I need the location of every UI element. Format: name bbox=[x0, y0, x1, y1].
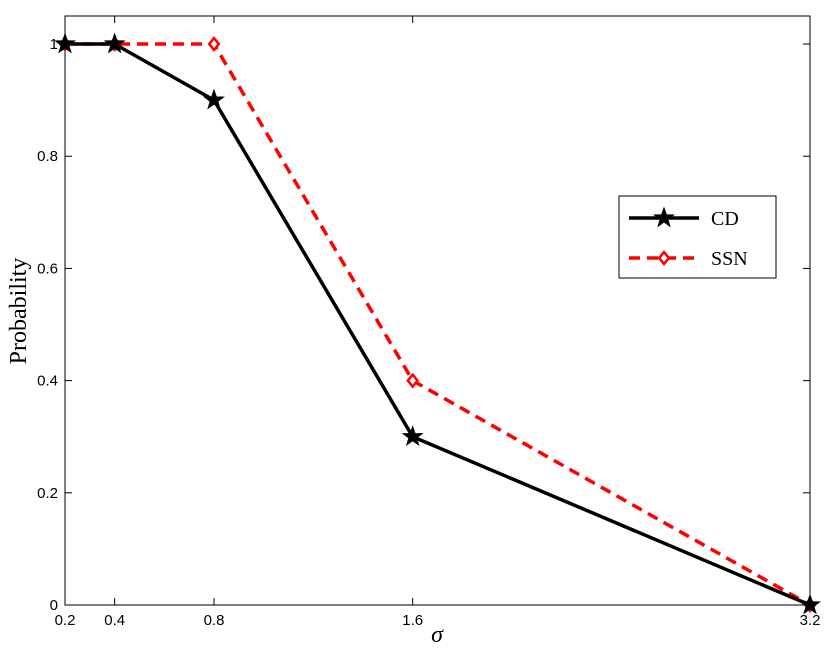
y-tick-label: 0.4 bbox=[37, 373, 58, 390]
point-ssn bbox=[406, 372, 420, 389]
axis-ticks: 0.2 0.4 0.8 1.6 3.200.20.40.60.81 bbox=[37, 16, 820, 629]
y-axis-label: Probability bbox=[6, 258, 32, 365]
x-tick-label: 0.8 bbox=[204, 612, 225, 629]
x-tick-label: 0.4 bbox=[104, 612, 125, 629]
legend-label-cd: CD bbox=[711, 208, 739, 230]
y-tick-label: 0.2 bbox=[37, 485, 58, 502]
point-cd bbox=[799, 593, 821, 615]
legend-marker-cd bbox=[653, 206, 675, 228]
y-tick-label: 0.8 bbox=[37, 148, 58, 165]
point-cd bbox=[401, 425, 424, 447]
point-cd bbox=[54, 32, 76, 54]
legend-marker-ssn bbox=[657, 249, 671, 267]
point-cd bbox=[203, 88, 225, 110]
x-tick-label: 0.2 bbox=[55, 612, 76, 629]
legend-box bbox=[618, 195, 777, 279]
legend: CD SSN bbox=[618, 195, 777, 279]
y-tick-label: 0 bbox=[50, 597, 58, 614]
legend-label-ssn: SSN bbox=[711, 248, 748, 270]
series-layer bbox=[54, 32, 821, 615]
point-cd bbox=[103, 32, 126, 54]
y-tick-label: 1 bbox=[50, 36, 58, 53]
y-tick-label: 0.6 bbox=[37, 260, 58, 277]
x-axis-label: σ bbox=[431, 622, 444, 648]
x-tick-label: 3.2 bbox=[800, 612, 821, 629]
point-ssn bbox=[207, 36, 221, 53]
x-tick-label: 1.6 bbox=[402, 612, 423, 629]
plot-area bbox=[64, 15, 811, 606]
